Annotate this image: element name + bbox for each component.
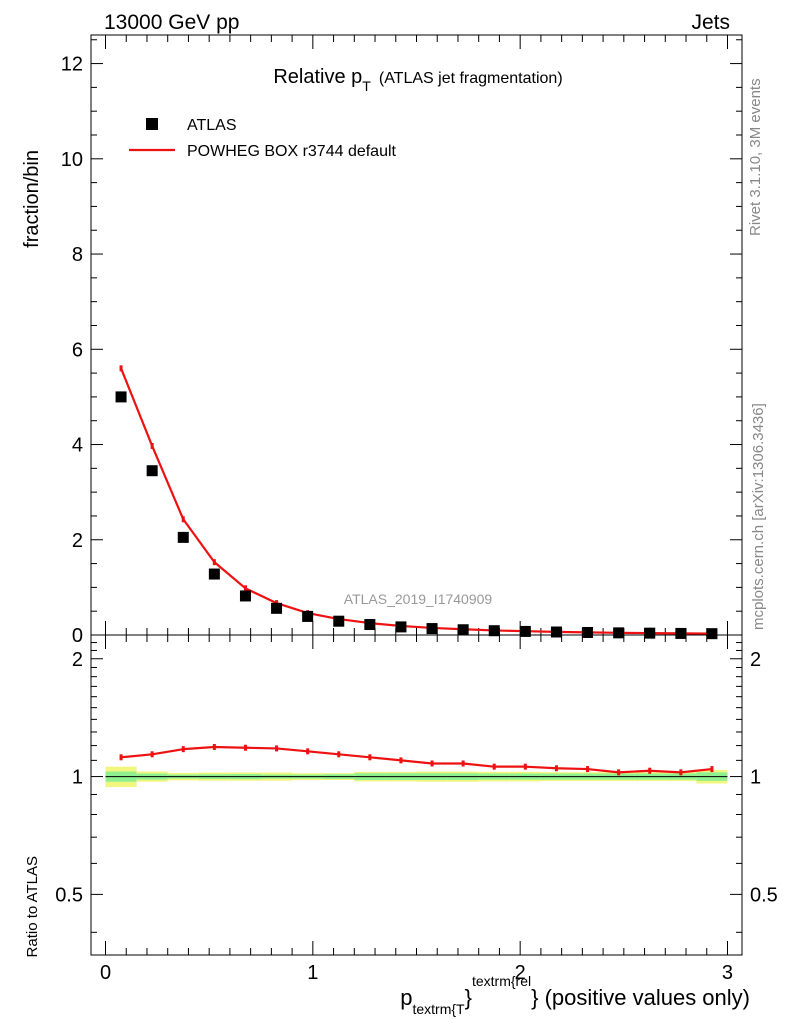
mc-point xyxy=(212,559,216,566)
data-point xyxy=(302,610,314,622)
data-point xyxy=(613,627,625,639)
ratio-mc-point xyxy=(492,763,496,770)
ratio-mc-point xyxy=(430,760,434,767)
ratio-xtick-label: 0 xyxy=(100,962,111,984)
legend-mc-label: POWHEG BOX r3744 default xyxy=(187,143,397,160)
ratio-mc-point xyxy=(586,766,590,773)
xaxis-title-p: p xyxy=(400,985,412,1010)
ratio-mc-point xyxy=(337,751,341,758)
ratio-mc-point xyxy=(368,754,372,761)
main-ytick-label: 12 xyxy=(61,54,83,76)
main-ytick-label: 6 xyxy=(72,339,83,361)
data-point xyxy=(582,626,594,638)
header-energy: 13000 GeV pp xyxy=(104,11,239,34)
plot-title: Relative pT (ATLAS jet fragmentation) xyxy=(273,66,562,94)
ratio-ticks: 0.5 0.5 1 1 2 2 0 1 2 3 xyxy=(55,635,778,984)
data-point xyxy=(457,624,469,636)
ratio-xtick-label: 3 xyxy=(722,962,733,984)
mc-point xyxy=(150,442,154,449)
legend: ATLAS POWHEG BOX r3744 default xyxy=(129,117,397,160)
mc-point xyxy=(181,516,185,523)
data-point xyxy=(333,615,345,627)
main-ylabel: fraction/bin xyxy=(21,150,43,248)
ratio-mc-point xyxy=(119,754,123,761)
main-ytick-label: 8 xyxy=(72,244,83,266)
xaxis-title-brace2: } xyxy=(531,985,538,1010)
ratio-ytick-label-right: 2 xyxy=(750,649,761,671)
data-point xyxy=(519,625,531,637)
plot-title-main: Relative p xyxy=(273,66,362,88)
ratio-mc-point xyxy=(461,760,465,767)
xaxis-title: ptextrm{T}textrm{rel} (positive values o… xyxy=(400,973,750,1017)
main-ticks: 0 2 4 6 8 10 12 xyxy=(61,35,742,647)
xaxis-title-sup: textrm{rel xyxy=(472,973,531,989)
rivet-label: Rivet 3.1.10, 3M events xyxy=(747,78,764,236)
data-point xyxy=(271,602,283,614)
ratio-mc-point xyxy=(399,757,403,764)
main-ytick-label: 10 xyxy=(61,149,83,171)
ratio-mc-point xyxy=(523,763,527,770)
data-point xyxy=(239,590,251,602)
ratio-frame xyxy=(90,634,743,956)
ratio-mc-point xyxy=(275,745,279,752)
data-point xyxy=(115,391,127,403)
main-ytick-label: 2 xyxy=(72,530,83,552)
ratio-ytick-label-right: 1 xyxy=(750,767,761,789)
legend-data-label: ATLAS xyxy=(187,117,237,134)
ratio-ytick-label: 1 xyxy=(72,767,83,789)
mcplots-label: mcplots.cern.ch [arXiv:1306.3436] xyxy=(750,403,767,630)
xaxis-title-brace1: } xyxy=(465,985,472,1010)
data-point xyxy=(146,465,158,477)
mc-point xyxy=(243,585,247,592)
ratio-ytick-label-right: 0.5 xyxy=(750,884,778,906)
ratio-ytick-label: 0.5 xyxy=(55,884,83,906)
ratio-xtick-label: 1 xyxy=(307,962,318,984)
ratio-mc-point xyxy=(306,748,310,755)
ratio-mc-point xyxy=(212,744,216,750)
data-point xyxy=(364,619,376,631)
ratio-mc-point xyxy=(648,767,652,774)
ratio-mc-point xyxy=(710,766,714,773)
data-point xyxy=(675,627,687,639)
ratio-mc-point xyxy=(554,765,558,772)
xaxis-title-sub: textrm{T xyxy=(412,1001,465,1017)
plot-title-paren: (ATLAS jet fragmentation) xyxy=(379,70,563,87)
data-point xyxy=(395,621,407,633)
ratio-mc-point xyxy=(181,746,185,753)
ratio-ytick-label: 2 xyxy=(72,649,83,671)
analysis-watermark: ATLAS_2019_I1740909 xyxy=(344,591,493,607)
ratio-mc-point xyxy=(679,769,683,776)
main-ytick-label: 0 xyxy=(72,625,83,647)
xaxis-title-rest: (positive values only) xyxy=(538,985,750,1010)
ratio-mc-line xyxy=(120,745,713,774)
main-ytick-label: 4 xyxy=(72,435,83,457)
ratio-xtick-label: 2 xyxy=(515,962,526,984)
data-series xyxy=(115,391,718,640)
ratio-panel: 0.5 0.5 1 1 2 2 0 1 2 3 xyxy=(55,634,778,984)
ratio-mc-point xyxy=(617,769,621,776)
ratio-ylabel: Ratio to ATLAS xyxy=(24,856,41,957)
data-point xyxy=(177,531,189,543)
header-category: Jets xyxy=(691,11,730,34)
data-point xyxy=(488,625,500,637)
data-point xyxy=(550,626,562,638)
data-point xyxy=(644,627,656,639)
ratio-mc-series xyxy=(119,744,714,776)
data-point xyxy=(426,623,438,635)
data-point xyxy=(706,628,718,640)
mc-point xyxy=(119,365,123,372)
ratio-mc-point xyxy=(150,751,154,758)
main-panel: 0 2 4 6 8 10 12 ATLAS_2019_I1740909 ATLAS POWH… xyxy=(61,34,743,647)
data-point xyxy=(208,568,220,580)
plot-title-sub: T xyxy=(362,78,371,94)
legend-data-marker xyxy=(146,118,158,130)
ratio-mc-point xyxy=(243,744,247,751)
